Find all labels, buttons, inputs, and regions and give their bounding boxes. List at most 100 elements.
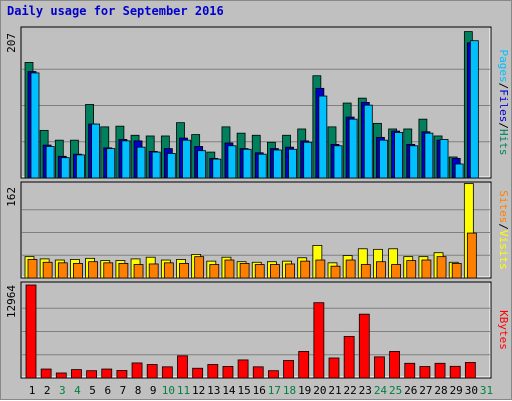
axis-legend-item: Sites — [497, 190, 510, 223]
axis-legend-item: Hits — [497, 129, 510, 156]
bar-kbytes-day-28 — [434, 362, 446, 379]
bar-pages-day-17 — [272, 149, 282, 179]
bar-sites-day-12 — [194, 256, 205, 279]
bar-sites-day-19 — [300, 260, 311, 279]
bar-pages-day-3 — [60, 157, 70, 179]
x-tick-label: 28 — [434, 384, 447, 397]
bar-sites-day-5 — [88, 261, 98, 279]
bar-pages-day-6 — [106, 148, 116, 179]
x-tick-label: 7 — [120, 384, 127, 397]
axis-legend-item: / — [497, 83, 510, 90]
bar-sites-day-7 — [118, 262, 129, 279]
bar-sites-day-9 — [148, 263, 159, 279]
bar-sites-day-18 — [285, 263, 295, 279]
x-tick-label: 20 — [313, 384, 326, 397]
bar-kbytes-day-23 — [358, 313, 370, 379]
bar-pages-day-13 — [212, 158, 222, 179]
bar-pages-day-26 — [409, 145, 419, 179]
x-tick-label: 26 — [404, 384, 417, 397]
bar-pages-day-28 — [439, 139, 449, 179]
x-tick-label: 13 — [207, 384, 220, 397]
bar-kbytes-day-7 — [116, 370, 128, 379]
bar-kbytes-day-5 — [86, 370, 97, 379]
x-tick-label: 16 — [253, 384, 266, 397]
x-tick-label: 3 — [59, 384, 66, 397]
plot-area — [20, 281, 492, 379]
bar-pages-day-2 — [45, 146, 55, 179]
bar-kbytes-day-20 — [313, 302, 325, 379]
bar-kbytes-day-26 — [404, 362, 416, 379]
bar-kbytes-day-29 — [449, 365, 461, 379]
x-tick-label: 10 — [162, 384, 175, 397]
bar-sites-day-11 — [179, 262, 189, 279]
axis-legend: Pages/Files/Hits — [497, 50, 510, 156]
bar-kbytes-day-21 — [328, 357, 340, 379]
bar-pages-day-14 — [227, 145, 237, 179]
x-tick-label: 4 — [74, 384, 81, 397]
bar-kbytes-day-22 — [343, 335, 355, 379]
bar-sites-day-28 — [436, 256, 447, 279]
bar-sites-day-2 — [42, 261, 53, 279]
bar-pages-day-11 — [182, 139, 191, 179]
bar-sites-day-25 — [391, 264, 402, 279]
bar-pages-day-30 — [469, 40, 479, 179]
axis-legend-item: Files — [497, 89, 510, 122]
x-tick-label: 27 — [419, 384, 432, 397]
bar-kbytes-day-15 — [237, 359, 249, 379]
y-max-label: 207 — [5, 33, 18, 53]
bar-kbytes-day-3 — [55, 372, 67, 379]
bar-pages-day-25 — [394, 132, 404, 179]
x-tick-label: 31 — [480, 384, 493, 397]
bar-pages-day-12 — [197, 150, 207, 179]
bar-kbytes-day-24 — [374, 356, 385, 379]
panel-kbytes: 12964 KBytes — [5, 281, 510, 379]
bar-kbytes-day-27 — [419, 366, 431, 379]
bar-sites-day-27 — [421, 259, 432, 279]
bar-kbytes-day-1 — [25, 284, 37, 379]
x-tick-label: 9 — [150, 384, 157, 397]
bar-pages-day-16 — [257, 153, 267, 179]
bar-kbytes-day-19 — [298, 351, 310, 379]
bar-sites-day-8 — [133, 264, 144, 279]
bar-pages-day-24 — [379, 139, 388, 179]
bar-kbytes-day-2 — [40, 368, 52, 379]
bar-pages-day-21 — [333, 145, 343, 179]
bar-sites-day-6 — [103, 262, 114, 279]
bar-kbytes-day-11 — [177, 355, 188, 379]
chart-title: Daily usage for September 2016 — [7, 4, 224, 18]
y-max-label: 12964 — [5, 285, 18, 318]
bar-sites-day-4 — [73, 262, 83, 279]
bar-pages-day-5 — [91, 123, 100, 179]
bar-sites-day-10 — [163, 262, 174, 279]
bar-sites-day-17 — [269, 264, 280, 279]
bar-sites-day-26 — [406, 260, 417, 279]
bar-sites-day-15 — [239, 262, 250, 279]
bar-kbytes-day-4 — [71, 369, 82, 379]
x-tick-label: 22 — [344, 384, 357, 397]
bar-sites-day-24 — [376, 261, 386, 279]
x-tick-label: 11 — [177, 384, 190, 397]
x-tick-label: 19 — [298, 384, 311, 397]
x-tick-label: 24 — [374, 384, 388, 397]
bar-sites-day-30 — [466, 232, 477, 279]
bar-pages-day-19 — [303, 141, 313, 179]
bar-sites-day-14 — [224, 259, 235, 279]
bar-sites-day-16 — [254, 264, 265, 279]
bar-pages-day-4 — [76, 154, 85, 179]
x-tick-label: 18 — [283, 384, 296, 397]
axis-legend-item: Pages — [497, 50, 510, 83]
bar-kbytes-day-25 — [389, 351, 401, 379]
bar-kbytes-day-6 — [101, 368, 113, 379]
x-tick-label: 6 — [104, 384, 111, 397]
bar-kbytes-day-10 — [161, 366, 173, 379]
x-tick-label: 14 — [222, 384, 236, 397]
x-tick-label: 5 — [89, 384, 96, 397]
x-tick-label: 30 — [465, 384, 478, 397]
bar-sites-day-20 — [315, 259, 326, 279]
x-tick-label: 8 — [135, 384, 142, 397]
x-tick-label: 25 — [389, 384, 402, 397]
bar-sites-day-29 — [451, 262, 462, 279]
